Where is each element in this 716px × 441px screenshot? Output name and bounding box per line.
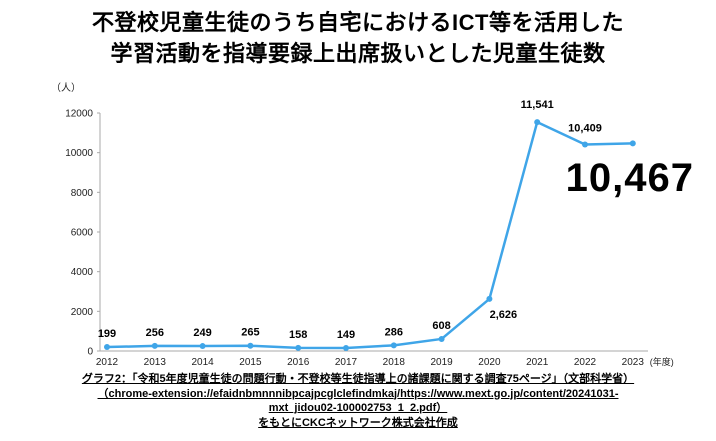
x-tick-label: 2016	[287, 357, 310, 368]
data-label: 608	[432, 320, 450, 332]
data-point	[199, 343, 206, 350]
data-line	[105, 120, 635, 350]
x-tick-label: 2018	[383, 357, 406, 368]
y-tick-label: 0	[87, 347, 93, 358]
data-label: 2,626	[490, 309, 518, 321]
x-tick-label: 2021	[526, 357, 549, 368]
y-tick-label: 6000	[71, 228, 94, 239]
x-tick-label: 2023	[622, 357, 645, 368]
data-point	[247, 342, 254, 349]
x-tick-label: 2022	[574, 357, 597, 368]
x-tick-label: 2014	[191, 357, 214, 368]
data-point	[295, 344, 302, 351]
data-label: 286	[385, 326, 403, 338]
x-tick-label: 2020	[478, 357, 501, 368]
data-point	[486, 295, 493, 302]
line-chart: 0 2000 4000 6000 8000 10000 12000 （人） 2012 2013 20…	[51, 82, 674, 368]
footer-source-line: （chrome-extension://efaidnbmnnnibpcajpcg…	[97, 387, 619, 400]
x-tick-label: 2015	[239, 357, 262, 368]
data-point	[438, 335, 445, 342]
y-tick-label: 8000	[71, 188, 94, 199]
data-point	[104, 344, 110, 351]
data-point	[629, 140, 636, 147]
data-label: 199	[98, 328, 116, 340]
data-label: 249	[193, 327, 211, 339]
page-title: 不登校児童生徒のうち自宅におけるICT等を活用した 学習活動を指導要録上出席扱い…	[0, 7, 716, 69]
data-label: 256	[146, 327, 164, 339]
data-point	[582, 141, 588, 148]
data-label: 158	[289, 329, 307, 341]
y-axis-unit-label: （人）	[51, 82, 81, 94]
x-tick-label: 2019	[430, 357, 453, 368]
data-point	[534, 119, 541, 126]
x-tick-label: 2017	[335, 357, 358, 368]
data-point	[390, 342, 397, 349]
data-label: 265	[241, 327, 259, 339]
y-tick-label: 12000	[65, 109, 93, 120]
data-point	[151, 342, 158, 349]
x-tick-label: 2013	[144, 357, 167, 368]
footer-source: グラフ2：「令和5年度児童生徒の問題行動・不登校等生徒指導上の諸課題に関する調査…	[0, 372, 716, 430]
chart-title-line1: 不登校児童生徒のうち自宅におけるICT等を活用した	[92, 10, 624, 35]
footer-source-line: をもとにCKCネットワーク株式会社作成	[258, 416, 458, 429]
chart-title-line2: 学習活動を指導要録上出席扱いとした児童生徒数	[110, 41, 606, 67]
footer-source-line: mxt_jidou02-100002753_1_2.pdf）	[268, 402, 448, 415]
y-tick-label: 10000	[65, 148, 93, 159]
data-label: 149	[337, 329, 355, 341]
x-tick-label: 2012	[96, 357, 119, 368]
data-label: 10,409	[568, 123, 602, 135]
footer-source-line: グラフ2：「令和5年度児童生徒の問題行動・不登校等生徒指導上の諸課題に関する調査…	[81, 373, 635, 385]
y-tick-label: 4000	[71, 267, 94, 278]
y-tick-label: 2000	[71, 307, 94, 318]
data-point	[343, 345, 349, 352]
x-axis-unit-label: (年度)	[650, 356, 674, 367]
data-label: 11,541	[521, 99, 554, 111]
